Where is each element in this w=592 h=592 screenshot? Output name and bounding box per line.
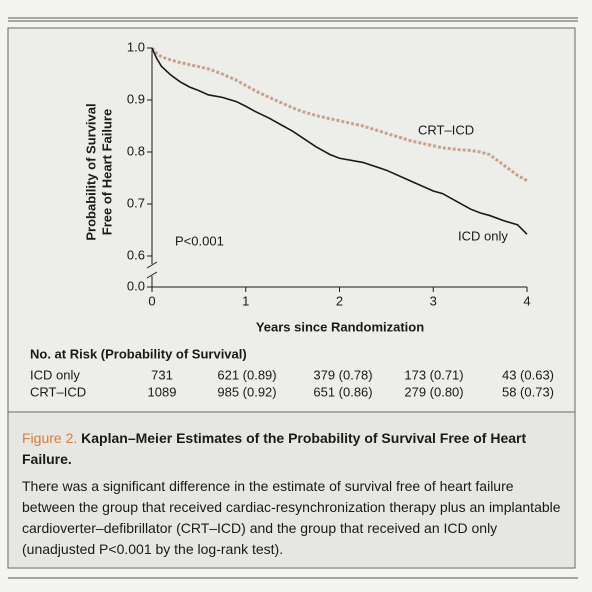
- y-tick-label: 0.6: [127, 247, 145, 262]
- annotation: P<0.001: [175, 233, 224, 248]
- survival-curve: [151, 47, 528, 235]
- series-label: ICD only: [458, 228, 508, 243]
- caption-box: [9, 413, 574, 567]
- table-cell: 379 (0.78): [313, 367, 372, 382]
- series-label: CRT–ICD: [418, 122, 474, 137]
- x-tick-label: 0: [148, 293, 155, 308]
- table-cell: 731: [151, 367, 173, 382]
- survival-curve: [150, 46, 528, 182]
- table-cell: 58 (0.73): [502, 384, 554, 399]
- x-tick-label: 3: [430, 293, 437, 308]
- table-cell: 985 (0.92): [217, 384, 276, 399]
- table-cell: ICD only: [30, 367, 80, 382]
- axis-break: [146, 271, 158, 279]
- caption-label: Figure 2.: [22, 430, 78, 446]
- y-tick-label: 0.8: [127, 143, 145, 158]
- table-cell: CRT–ICD: [30, 384, 86, 399]
- table-cell: 621 (0.89): [217, 367, 276, 382]
- y-axis-label: Probability of Survival: [83, 103, 98, 240]
- y-tick-label: 0.7: [127, 195, 145, 210]
- table-cell: 1089: [148, 384, 177, 399]
- table-title: No. at Risk (Probability of Survival): [30, 346, 247, 361]
- table-cell: 173 (0.71): [404, 367, 463, 382]
- caption: Figure 2. Kaplan–Meier Estimates of the …: [22, 428, 567, 560]
- y-tick-label: 1.0: [127, 39, 145, 54]
- x-tick-label: 1: [242, 293, 249, 308]
- x-axis-label: Years since Randomization: [256, 319, 424, 334]
- axis-break: [146, 261, 158, 269]
- caption-text: There was a significant difference in th…: [22, 478, 561, 557]
- table-cell: 43 (0.63): [502, 367, 554, 382]
- table-cell: 279 (0.80): [404, 384, 463, 399]
- y-tick-label: 0.0: [127, 278, 145, 293]
- table-cell: 651 (0.86): [313, 384, 372, 399]
- caption-title: Kaplan–Meier Estimates of the Probabilit…: [22, 430, 527, 467]
- x-tick-label: 4: [523, 293, 530, 308]
- y-axis-label: Free of Heart Failure: [99, 109, 114, 235]
- y-tick-label: 0.9: [127, 91, 145, 106]
- x-tick-label: 2: [336, 293, 343, 308]
